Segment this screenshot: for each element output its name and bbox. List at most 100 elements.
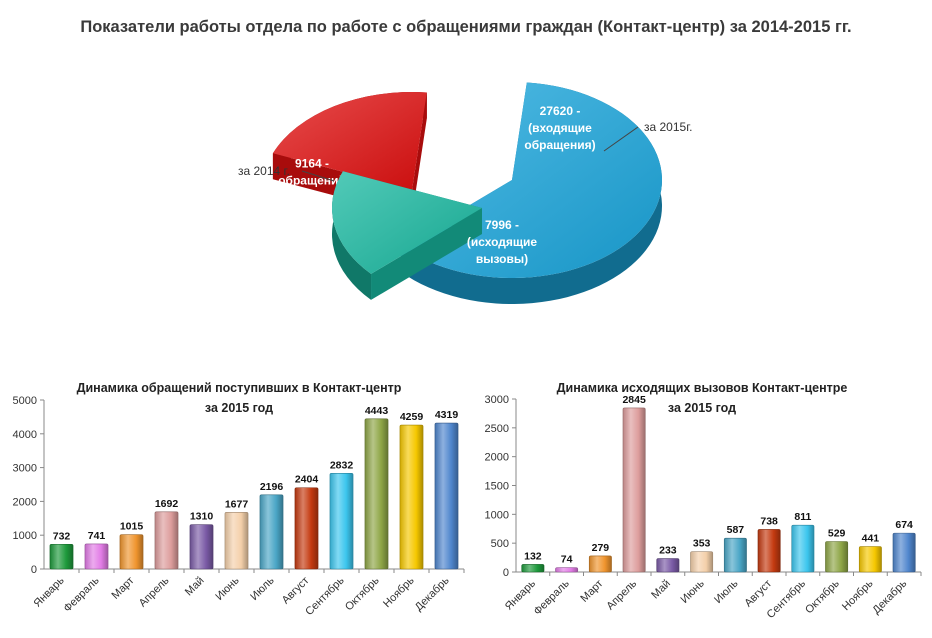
pie-slice-label: 27620 - bbox=[540, 104, 581, 118]
bar bbox=[757, 529, 781, 573]
category-label: Декабрь bbox=[870, 577, 909, 616]
category-label: Октябрь bbox=[803, 577, 842, 616]
bar-value-label: 529 bbox=[828, 527, 846, 539]
chart-title: Динамика исходящих вызовов Контакт-центр… bbox=[557, 381, 848, 395]
category-label: Июль bbox=[248, 574, 277, 603]
bar-value-label: 74 bbox=[561, 554, 573, 566]
bar-value-label: 1692 bbox=[155, 498, 179, 510]
bar-value-label: 4443 bbox=[365, 405, 389, 417]
category-label: Сентябрь bbox=[303, 574, 347, 618]
bar bbox=[154, 511, 179, 570]
bar bbox=[622, 407, 646, 573]
y-tick-label: 1000 bbox=[485, 509, 509, 521]
category-label: Декабрь bbox=[413, 574, 452, 613]
bar bbox=[588, 555, 612, 573]
y-tick-label: 3000 bbox=[485, 394, 509, 406]
pie-slice-top bbox=[272, 92, 427, 190]
category-label: Август bbox=[280, 575, 312, 607]
y-tick-label: 3000 bbox=[13, 463, 37, 475]
pie-slice-label: (входящие bbox=[528, 121, 592, 135]
category-label: Июль bbox=[712, 577, 741, 606]
bar-value-label: 1677 bbox=[225, 498, 249, 510]
bar bbox=[825, 541, 849, 573]
category-label: Март bbox=[110, 575, 137, 602]
y-tick-label: 1500 bbox=[485, 481, 509, 493]
outgoing-bar-chart: Динамика исходящих вызовов Контакт-центр… bbox=[485, 381, 922, 621]
category-label: Май bbox=[183, 575, 207, 599]
pie-callout-label: за 2015г. bbox=[644, 120, 692, 134]
y-tick-label: 2000 bbox=[13, 496, 37, 508]
y-tick-label: 4000 bbox=[13, 429, 37, 441]
page-title: Показатели работы отдела по работе с обр… bbox=[80, 18, 852, 36]
y-tick-label: 0 bbox=[503, 567, 509, 579]
bar-value-label: 674 bbox=[895, 519, 913, 531]
bar-value-label: 741 bbox=[88, 530, 106, 542]
incoming-bar-chart: Динамика обращений поступивших в Контакт… bbox=[13, 381, 465, 618]
pie-slice-top bbox=[332, 171, 482, 274]
pie-slice-wall bbox=[332, 171, 372, 300]
pie-slice-wall bbox=[401, 82, 662, 305]
y-tick-label: 2500 bbox=[485, 423, 509, 435]
category-label: Январь bbox=[31, 574, 66, 609]
y-tick-label: 500 bbox=[491, 538, 509, 550]
category-label: Октябрь bbox=[343, 574, 382, 613]
bar bbox=[294, 487, 319, 570]
bar-value-label: 2845 bbox=[622, 394, 646, 406]
pie-callout-line bbox=[301, 170, 335, 182]
bar bbox=[399, 424, 424, 570]
pie-slice-incoming2015: 27620 - (входящие обращения) bbox=[401, 82, 662, 305]
y-tick-label: 0 bbox=[31, 564, 37, 576]
bar-value-label: 233 bbox=[659, 545, 677, 557]
bar-value-label: 732 bbox=[53, 530, 71, 542]
bar bbox=[119, 534, 144, 570]
bar-value-label: 587 bbox=[727, 524, 745, 536]
bar bbox=[656, 558, 680, 573]
bar-value-label: 2832 bbox=[330, 459, 354, 471]
bar bbox=[224, 512, 249, 570]
pie-slice-label: 9164 - bbox=[295, 157, 329, 171]
bar-value-label: 441 bbox=[862, 533, 880, 545]
bar bbox=[189, 524, 214, 570]
y-tick-label: 1000 bbox=[13, 530, 37, 542]
bar-value-label: 4259 bbox=[400, 411, 424, 423]
bar-value-label: 279 bbox=[592, 542, 610, 554]
chart-title: Динамика обращений поступивших в Контакт… bbox=[77, 381, 402, 395]
pie-slice-edge bbox=[412, 92, 427, 216]
category-label: Февраль bbox=[62, 574, 102, 614]
pie-slice-label: 7996 - bbox=[485, 218, 519, 232]
bar bbox=[892, 532, 916, 573]
bar bbox=[555, 567, 579, 573]
category-label: Март bbox=[578, 578, 605, 605]
bar bbox=[364, 418, 389, 570]
bar-value-label: 738 bbox=[760, 515, 778, 527]
pie-slice-edge bbox=[371, 208, 482, 300]
bar bbox=[690, 551, 714, 573]
category-label: Май bbox=[649, 578, 673, 602]
bar-value-label: 353 bbox=[693, 538, 711, 550]
bar-value-label: 2404 bbox=[295, 474, 319, 486]
bar-value-label: 132 bbox=[524, 550, 542, 562]
bar bbox=[434, 422, 459, 570]
category-label: Август bbox=[742, 578, 774, 610]
category-label: Июнь bbox=[678, 577, 706, 605]
bar-value-label: 811 bbox=[794, 511, 811, 523]
bar bbox=[723, 537, 747, 573]
pie-slice-label: вызовы) bbox=[476, 252, 528, 266]
bar bbox=[84, 543, 109, 570]
pie-slice-label: обращения) bbox=[524, 138, 595, 152]
bar-value-label: 4319 bbox=[435, 409, 459, 421]
category-label: Июнь bbox=[213, 574, 241, 602]
bar bbox=[791, 524, 815, 573]
category-label: Апрель bbox=[604, 577, 639, 612]
bar bbox=[521, 564, 545, 573]
chart-title: за 2015 год bbox=[668, 401, 736, 415]
pie-callout-label: за 2014 г. bbox=[238, 164, 290, 178]
category-label: Ноябрь bbox=[381, 574, 417, 610]
pie-slice-label: (исходящие bbox=[467, 235, 538, 249]
pie-slice-label: обращений bbox=[278, 174, 346, 188]
category-label: Апрель bbox=[137, 574, 172, 609]
chart-title: за 2015 год bbox=[205, 401, 273, 415]
category-label: Февраль bbox=[532, 577, 572, 617]
bar-value-label: 1310 bbox=[190, 511, 214, 523]
